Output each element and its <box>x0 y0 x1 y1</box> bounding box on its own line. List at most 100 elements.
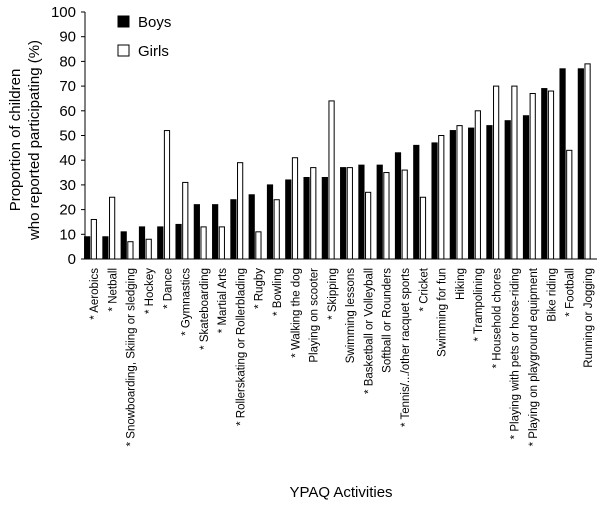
x-tick-label: * Basketball or Volleyball <box>363 268 375 394</box>
bar-boys <box>468 127 475 260</box>
x-tick-label: * Snowboarding, Skiing or sledging <box>126 268 138 446</box>
bar-boys <box>212 204 219 260</box>
bar-girls <box>218 226 225 260</box>
bar-girls <box>346 167 353 260</box>
bar-girls <box>511 85 518 260</box>
x-tick-label: * Playing with pets or horse-riding <box>510 268 522 439</box>
bar-boys <box>486 125 493 260</box>
x-tick-label: * Walking the dog <box>290 268 302 358</box>
bar-girls <box>127 241 134 260</box>
x-tick-label: * Skipping <box>327 268 339 320</box>
bar-boys <box>84 236 91 260</box>
x-axis-title: YPAQ Activities <box>289 484 392 501</box>
bar-girls <box>109 196 116 260</box>
x-tick-label: * Household chores <box>491 268 503 369</box>
bar-boys <box>248 194 255 260</box>
bar-boys <box>449 130 456 260</box>
bar-girls <box>365 191 372 260</box>
bar-boys <box>522 115 530 260</box>
bar-boys <box>321 176 328 260</box>
bar-girls <box>456 125 463 260</box>
x-tick-label: * Playing on playground equipment <box>528 267 540 446</box>
bar-girls <box>182 181 189 260</box>
y-tick-label: 20 <box>59 202 76 219</box>
bar-girls <box>310 167 317 260</box>
bar-boys <box>541 88 548 260</box>
y-tick-label: 40 <box>59 152 76 169</box>
bar-boys <box>340 167 347 260</box>
bar-boys <box>230 199 237 260</box>
x-tick-label: * Martial Arts <box>217 268 229 333</box>
bar-girls <box>291 157 299 260</box>
bar-boys <box>577 68 584 260</box>
y-axis-title: Proportion of children who reported parti… <box>7 40 43 241</box>
y-tick-label: 0 <box>68 251 76 268</box>
bar-girls <box>493 85 500 260</box>
bar-boys <box>285 179 292 260</box>
bar-boys <box>303 176 310 260</box>
bar-boys <box>266 184 274 260</box>
x-tick-label: * Dance <box>162 268 174 309</box>
x-tick-label: * Rugby <box>254 268 266 309</box>
bar-boys <box>138 226 146 260</box>
x-tick-label: Swimming lessons <box>345 268 357 363</box>
bar-girls <box>383 172 390 260</box>
x-tick-label: Playing on scooter <box>309 268 321 363</box>
x-tick-label: * Aerobics <box>89 268 101 320</box>
x-tick-label: Running or Jogging <box>583 268 595 368</box>
legend-label: Boys <box>138 14 171 31</box>
x-tick-label: * Trampolining <box>473 268 485 342</box>
y-axis-title-line: Proportion of children <box>7 69 24 212</box>
bar-girls <box>438 135 445 260</box>
bar-girls <box>547 90 555 260</box>
bar-girls <box>474 110 481 260</box>
bar-girls <box>255 231 262 260</box>
x-tick-label: Bike riding <box>546 268 558 322</box>
bar-girls <box>419 196 427 260</box>
bar-boys <box>559 68 566 260</box>
bar-boys <box>120 231 127 260</box>
y-tick-label: 60 <box>59 103 76 120</box>
legend-swatch <box>117 44 130 57</box>
bar-girls <box>566 149 573 260</box>
y-tick-label: 100 <box>51 4 76 21</box>
y-axis-title-line: who reported participating (%) <box>26 40 43 241</box>
bar-girls <box>145 238 152 260</box>
bar-boys <box>376 164 383 260</box>
x-tick-label: Softball or Rounders <box>382 268 394 373</box>
legend-swatch <box>117 15 130 28</box>
bar-boys <box>175 223 182 260</box>
x-tick-label: Hiking <box>455 268 467 300</box>
x-tick-label: * Skateboarding <box>199 268 211 350</box>
x-tick-label: * Rollerskating or Rollerblading <box>235 268 247 426</box>
x-tick-label: Swimming for fun <box>437 268 449 357</box>
x-tick-label: * Cricket <box>418 267 430 311</box>
x-tick-label: * Hockey <box>144 268 156 314</box>
bar-boys <box>413 144 420 260</box>
y-tick-label: 10 <box>59 226 76 243</box>
bar-girls <box>328 100 335 260</box>
bar-girls <box>529 93 536 260</box>
y-tick-label: 30 <box>59 177 76 194</box>
bar-girls <box>237 162 244 260</box>
y-tick-label: 90 <box>59 29 76 46</box>
y-tick-label: 80 <box>59 53 76 70</box>
bar-girls <box>200 226 207 260</box>
bar-boys <box>358 164 365 260</box>
bar-girls <box>90 218 97 260</box>
bar-boys <box>193 204 200 260</box>
legend-label: Girls <box>138 43 169 60</box>
bar-girls <box>273 199 280 260</box>
x-tick-label: * Football <box>565 268 577 317</box>
x-tick-label: * Gymnastics <box>181 268 193 336</box>
bar-girls <box>401 169 408 260</box>
bar-boys <box>394 152 402 260</box>
bar-boys <box>431 142 438 260</box>
bar-girls <box>584 63 591 260</box>
bar-boys <box>102 236 109 260</box>
y-tick-label: 50 <box>59 128 76 145</box>
x-tick-label: * Bowling <box>272 268 284 316</box>
y-tick-label: 70 <box>59 78 76 95</box>
